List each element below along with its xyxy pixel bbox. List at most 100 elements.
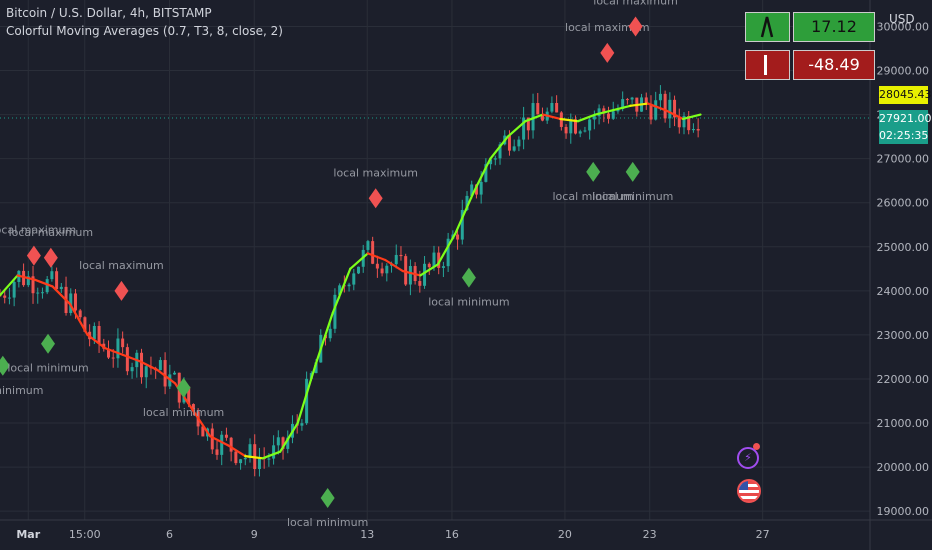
local-min-label: local minimum: [428, 296, 509, 309]
local-max-marker: [43, 247, 58, 268]
candle-body: [607, 113, 611, 119]
ma-segment: [471, 157, 492, 195]
candle-body: [158, 360, 162, 371]
moving-average-line: [0, 102, 702, 460]
close-price-tag: 27921.00 02:25:35: [879, 110, 932, 144]
candle-body: [106, 348, 110, 358]
ma-segment: [419, 263, 439, 277]
countdown-timer: 02:25:35: [879, 129, 929, 142]
candle-body: [437, 252, 441, 268]
notification-dot-icon: [753, 443, 760, 450]
currency-label: USD: [889, 12, 915, 26]
candle-body: [479, 181, 483, 195]
local-min-marker: [320, 487, 335, 508]
us-flag-icon[interactable]: [737, 479, 761, 503]
local-min-label: local minimum: [287, 516, 368, 529]
candle-body: [673, 99, 677, 118]
candle-body: [517, 139, 521, 147]
ma-segment: [279, 421, 299, 453]
candle-body: [130, 367, 134, 372]
x-tick-label: 9: [251, 528, 258, 541]
candle-body: [602, 108, 606, 114]
candle-body: [474, 184, 478, 195]
ma-segment: [331, 267, 352, 314]
candle-body: [432, 252, 436, 268]
candle-body: [408, 266, 412, 285]
ma-segment: [139, 360, 159, 372]
candle-body: [83, 317, 87, 332]
ma-segment: [594, 109, 615, 116]
candle-body: [465, 195, 469, 210]
candle-body: [31, 276, 35, 294]
ma-segment: [209, 435, 229, 447]
info-panel: 17.12 -48.49: [745, 12, 875, 82]
ma-segment: [103, 347, 124, 356]
candle-body: [375, 263, 379, 269]
local-min-marker: [461, 267, 476, 288]
candle-body: [111, 357, 115, 359]
indicator-title: Colorful Moving Averages (0.7, T3, 8, cl…: [6, 24, 283, 38]
candle-body: [522, 117, 526, 140]
ma-segment: [576, 113, 597, 123]
local-max-label: local maximum: [565, 21, 650, 34]
y-tick-label: 26000.00: [877, 197, 930, 210]
candle-body: [281, 437, 285, 449]
local-min-label: local minimum: [143, 406, 224, 419]
y-tick-label: 19000.00: [877, 505, 930, 518]
ma-segment: [33, 278, 54, 288]
candle-body: [404, 256, 408, 285]
local-max-label: local maximum: [0, 224, 76, 237]
candle-body: [210, 428, 214, 450]
candle-body: [338, 285, 342, 295]
candle-body: [597, 108, 601, 117]
candle-body: [40, 292, 44, 294]
ma-segment: [541, 113, 562, 121]
ma-segment: [244, 455, 264, 460]
local-max-marker: [114, 280, 129, 301]
candle-body: [621, 99, 625, 110]
ma-segment: [156, 369, 177, 385]
candle-body: [677, 117, 681, 128]
ma-segment: [646, 102, 667, 112]
candle-body: [423, 263, 427, 286]
ma-segment: [314, 311, 334, 367]
candle-body: [540, 114, 544, 121]
y-tick-label: 23000.00: [877, 329, 930, 342]
candle-body: [3, 295, 7, 298]
ma-segment: [191, 408, 212, 438]
candle-body: [531, 103, 535, 131]
candle-body: [347, 284, 351, 287]
candle-body: [592, 116, 596, 120]
row1-indicator: [745, 12, 790, 42]
close-price-value: 27921.00: [879, 112, 932, 125]
candle-body: [243, 457, 247, 460]
ma-segment: [261, 450, 282, 460]
candle-body: [59, 286, 63, 290]
candle-body: [191, 404, 195, 412]
candle-body: [239, 459, 243, 464]
candle-body: [50, 271, 54, 280]
y-tick-label: 25000.00: [877, 241, 930, 254]
candle-body: [460, 209, 464, 240]
flag-canton: [739, 481, 748, 490]
local-max-marker: [26, 245, 41, 266]
candle-body: [201, 426, 205, 437]
ma-segment: [506, 120, 527, 138]
candle-body: [7, 297, 11, 299]
x-tick-label: 13: [360, 528, 374, 541]
candle-body: [512, 146, 516, 151]
candle-body: [489, 159, 493, 165]
candle-body: [578, 131, 582, 134]
candle-body: [173, 372, 177, 375]
x-tick-label: 15:00: [69, 528, 101, 541]
lightning-icon[interactable]: ⚡: [737, 447, 759, 469]
y-tick-label: 20000.00: [877, 461, 930, 474]
candle-body: [418, 281, 422, 286]
candle-body: [257, 457, 261, 470]
candle-body: [116, 338, 120, 359]
ma-segment: [454, 192, 474, 235]
local-min-label: local minimum: [0, 384, 43, 397]
ma-segment: [611, 104, 632, 112]
